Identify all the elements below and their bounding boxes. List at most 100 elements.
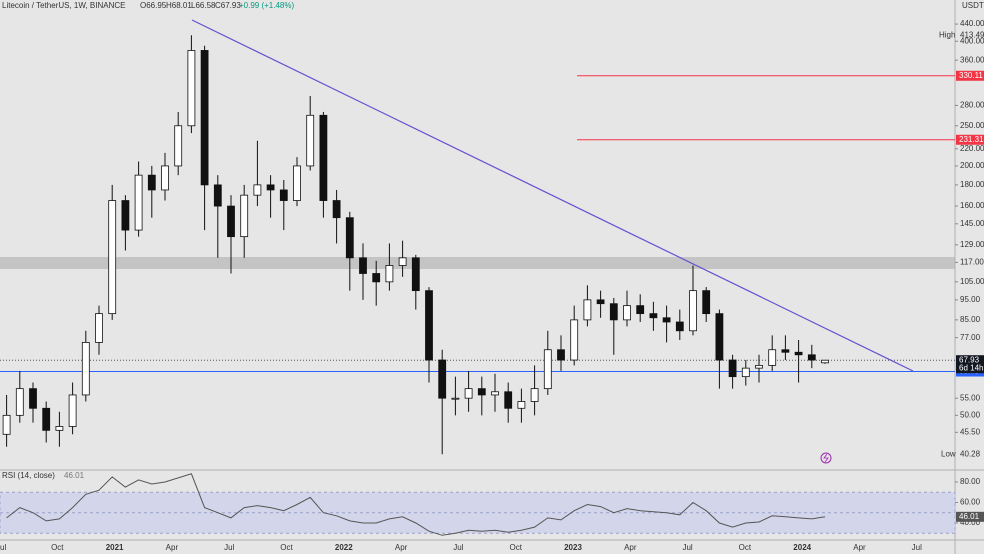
rsi-tick-label: 40.00 <box>960 518 981 527</box>
y-tick-label: 280.00 <box>960 101 984 110</box>
y-tick-label: 400.00 <box>960 36 984 45</box>
high-tag: High <box>939 30 955 39</box>
candle-body <box>108 200 117 315</box>
x-tick-label: Apr <box>624 543 637 552</box>
y-tick-label: 220.00 <box>960 144 984 153</box>
candle-body <box>438 359 447 399</box>
candle-body <box>728 359 737 378</box>
candle-body <box>794 351 803 356</box>
last-price-label: 67.93 <box>959 355 980 364</box>
candle-body <box>781 349 790 353</box>
candle-body <box>715 313 724 361</box>
x-tick-label: 2024 <box>793 543 811 552</box>
y-tick-label: 200.00 <box>960 161 984 170</box>
candle-body <box>319 114 328 201</box>
x-tick-label: 2023 <box>564 543 582 552</box>
candle-body <box>359 257 367 274</box>
x-tick-label: 2021 <box>106 543 124 552</box>
candle-body <box>768 349 777 366</box>
y-tick-label: 145.00 <box>960 219 984 228</box>
candle-body <box>213 184 222 207</box>
x-tick-label: Jul <box>682 543 692 552</box>
candle-body <box>15 388 24 416</box>
candle-body <box>42 407 51 431</box>
candle-body <box>530 388 539 402</box>
rsi-tick-label: 80.00 <box>960 477 981 486</box>
candle-body <box>662 317 671 323</box>
header: Litecoin / TetherUS, 1W, BINANCE O66.95 … <box>2 1 294 10</box>
candle-body <box>306 114 315 167</box>
rsi-title: RSI (14, close) <box>2 471 55 480</box>
resistance-zone <box>0 257 955 269</box>
y-tick-label: 160.00 <box>960 201 984 210</box>
candle-body <box>464 388 473 399</box>
candle-body <box>161 165 169 191</box>
candle-body <box>81 341 90 396</box>
rsi-tag-label: 46.01 <box>959 512 980 521</box>
level-label: 231.31 <box>959 135 984 144</box>
y-tick-label: 129.00 <box>960 240 984 249</box>
candle-body <box>636 305 645 315</box>
event-icon <box>820 452 832 464</box>
x-tick-label: Apr <box>166 543 179 552</box>
trend-line <box>191 19 914 372</box>
y-tick-label: 85.00 <box>960 315 981 324</box>
rsi-band <box>0 491 956 534</box>
event-icon-bolt <box>823 453 829 463</box>
candle-body <box>451 397 460 400</box>
candle-body <box>187 50 196 127</box>
candle-body <box>649 313 658 319</box>
candle-body <box>491 391 499 396</box>
candle-body <box>134 174 143 231</box>
level-label: 330.11 <box>959 71 983 80</box>
rsi-tick-label: 60.00 <box>960 498 981 507</box>
candle-body <box>253 184 262 196</box>
low-tag: Low <box>941 449 956 458</box>
y-tick-label: 105.00 <box>960 277 984 286</box>
x-tick-label: Apr <box>395 543 408 552</box>
candle-body <box>266 184 275 191</box>
last-price-tag <box>956 355 984 374</box>
y-tick-label: 55.00 <box>960 393 981 402</box>
candle-body <box>425 290 433 361</box>
y-tick-label: 180.00 <box>960 180 984 189</box>
candle-body <box>147 174 156 191</box>
rsi-line <box>6 473 826 536</box>
x-tick-label: Oct <box>280 543 293 552</box>
ohlc-change: +0.99 (+1.48%) <box>239 1 294 10</box>
level-tag <box>956 134 984 145</box>
candle-body <box>293 165 301 201</box>
x-tick-label: Jul <box>912 543 922 552</box>
candle-body <box>689 290 697 332</box>
ohlc-high: H68.01 <box>166 1 192 10</box>
ohlc-low: L66.58 <box>191 1 216 10</box>
x-tick-label: Oct <box>739 543 752 552</box>
candle-body <box>345 217 354 259</box>
y-tick-label: 45.50 <box>960 427 981 436</box>
y-tick-label: 77.00 <box>960 333 981 342</box>
candle-body <box>332 200 341 219</box>
candle-body <box>821 359 829 364</box>
currency: USDT <box>962 1 984 10</box>
candle-body <box>741 367 750 378</box>
candle-body <box>2 414 11 435</box>
candle-body <box>583 299 592 321</box>
candle-body <box>29 388 37 409</box>
candle-body <box>385 265 394 283</box>
candle-body <box>411 257 420 292</box>
rsi-last: 46.01 <box>64 471 85 480</box>
x-tick-label: 2022 <box>335 543 353 552</box>
x-tick-label: Jul <box>224 543 234 552</box>
candle-body <box>68 394 77 427</box>
candle-body <box>55 426 64 431</box>
candle-body <box>121 200 130 231</box>
low-value: 40.28 <box>960 449 981 458</box>
ohlc-open: O66.95 <box>140 1 167 10</box>
x-tick-label: ul <box>0 543 6 552</box>
x-tick-label: Oct <box>51 543 64 552</box>
level-tag <box>956 70 984 81</box>
candle-body <box>623 305 631 321</box>
candle-body <box>504 391 513 409</box>
